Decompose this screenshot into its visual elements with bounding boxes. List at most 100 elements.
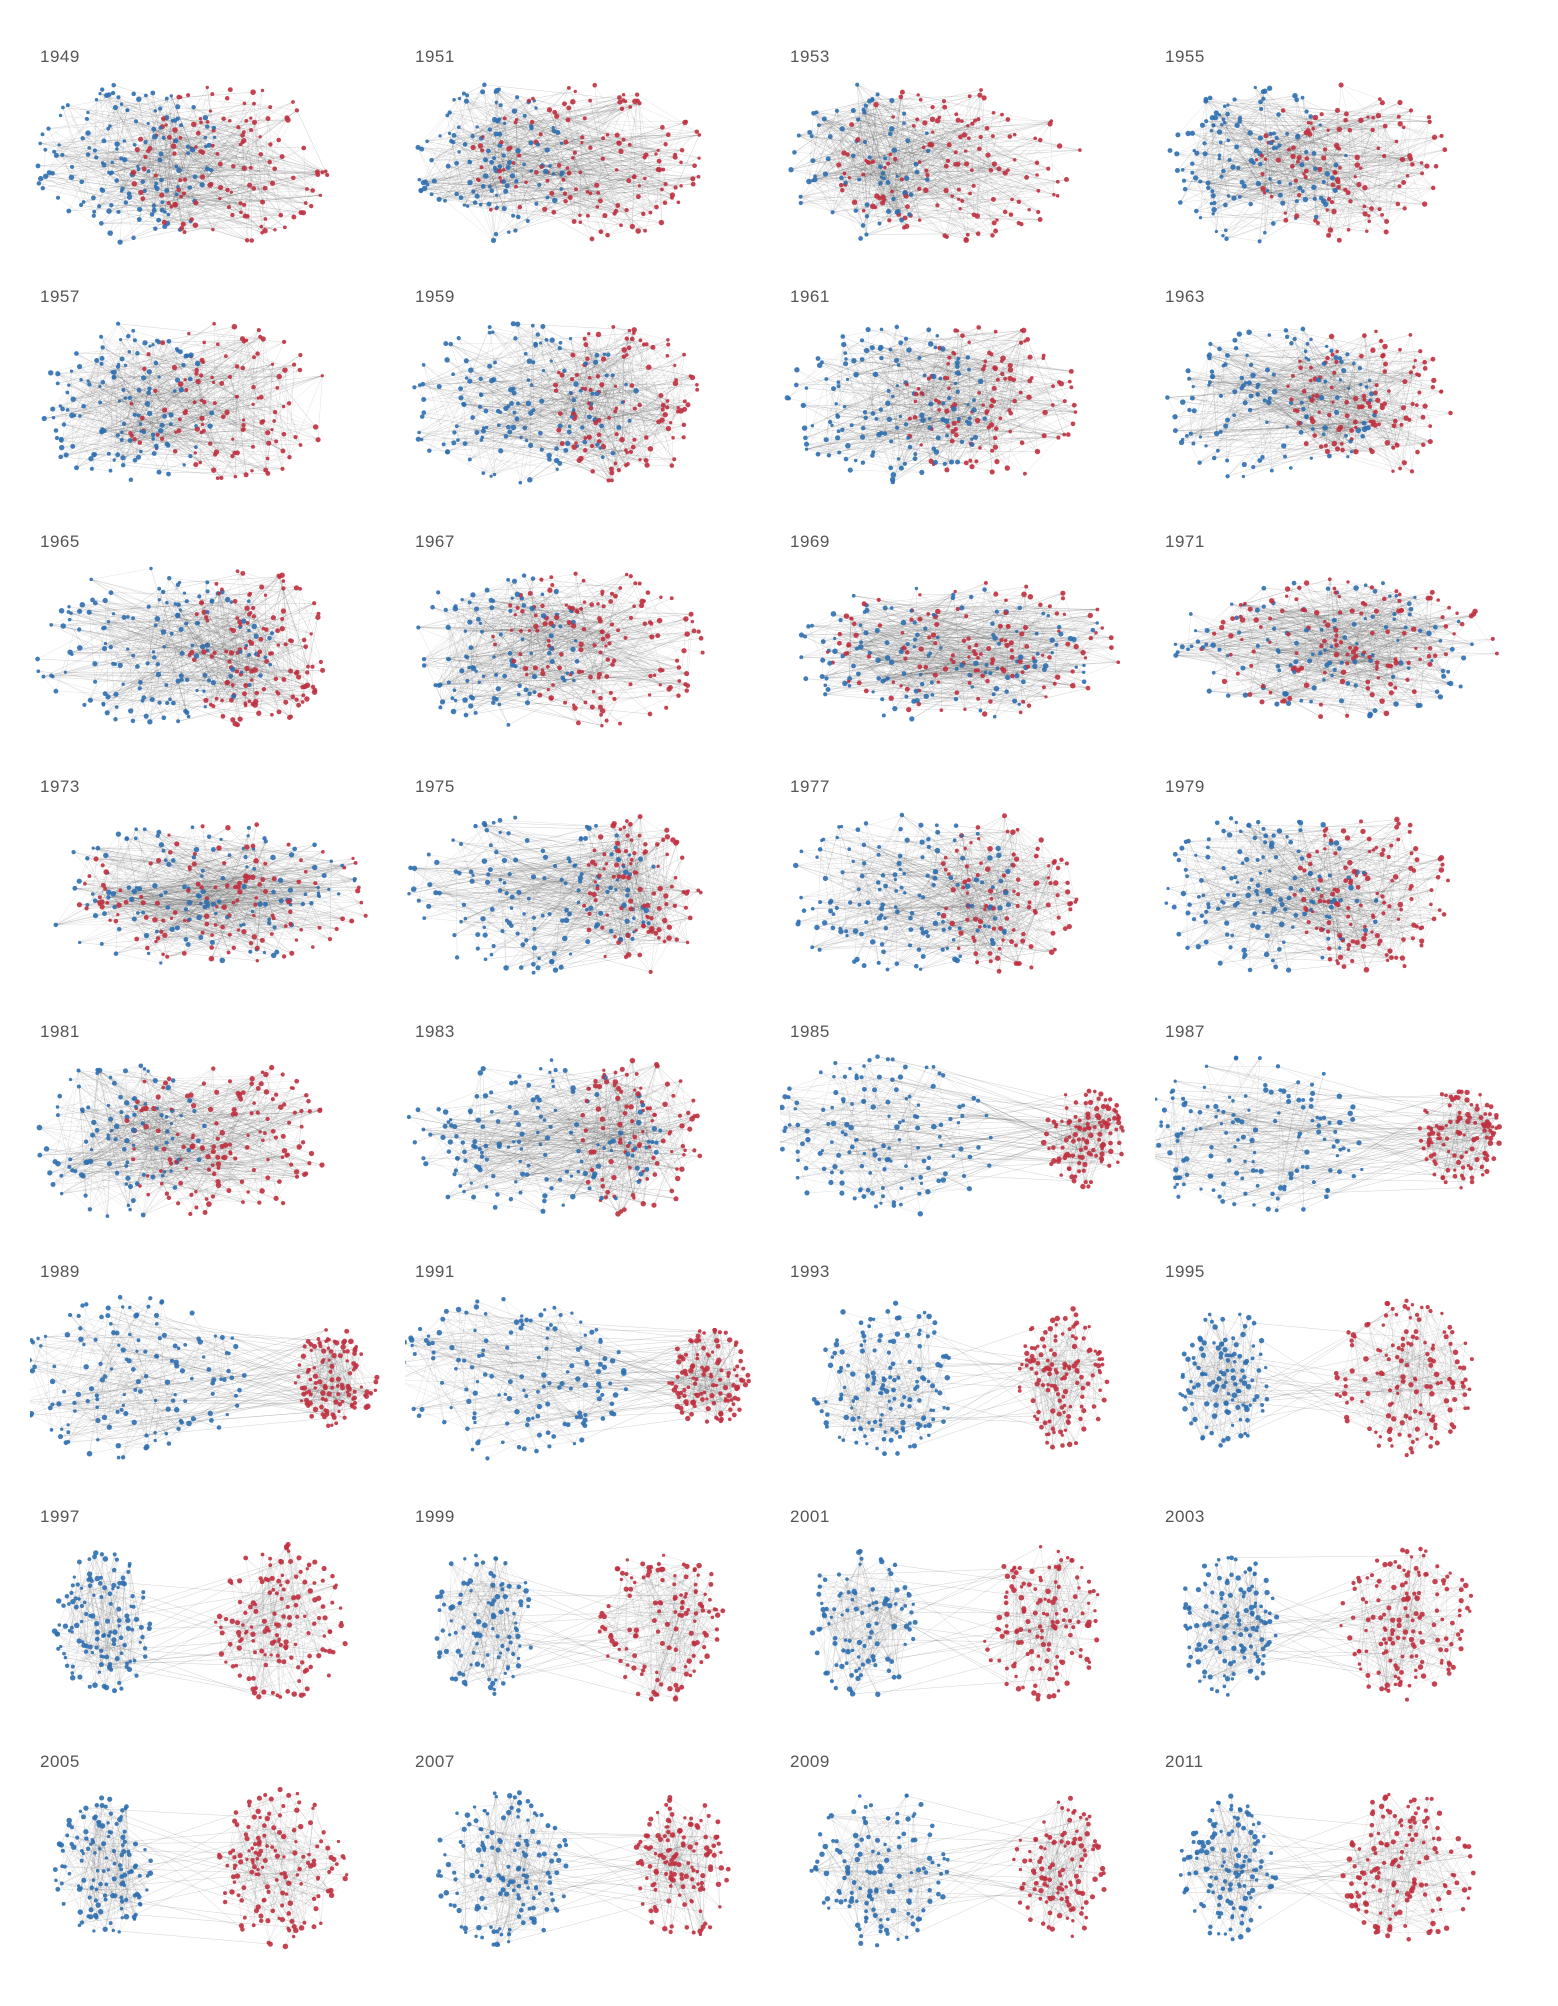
democrat-node [109, 1128, 114, 1133]
republican-node [1370, 127, 1375, 133]
republican-node [603, 1079, 610, 1085]
democrat-node [1199, 913, 1204, 918]
democrat-node [853, 208, 859, 213]
republican-node [209, 945, 215, 950]
republican-node [211, 227, 215, 232]
democrat-node [1281, 443, 1287, 449]
democrat-node [189, 146, 196, 153]
republican-node [1348, 645, 1352, 650]
democrat-node [587, 1186, 592, 1191]
republican-node [602, 1068, 606, 1072]
democrat-node [508, 387, 514, 393]
democrat-node [803, 435, 808, 441]
democrat-node [618, 936, 624, 942]
republican-node [1350, 959, 1355, 964]
republican-node [258, 636, 264, 642]
democrat-node [1187, 407, 1192, 413]
republican-node [1343, 117, 1348, 123]
republican-node [251, 614, 257, 619]
republican-node [596, 417, 602, 423]
network-graph [793, 812, 1079, 974]
republican-node [251, 1168, 256, 1173]
democrat-node [497, 817, 503, 823]
republican-node [648, 210, 653, 215]
democrat-node [59, 1173, 64, 1178]
democrat-node [481, 674, 486, 678]
democrat-node [579, 1159, 584, 1164]
republican-node [966, 878, 971, 883]
democrat-node [483, 408, 489, 414]
republican-node [967, 136, 971, 141]
democrat-node [921, 1158, 927, 1164]
democrat-node [251, 623, 257, 630]
republican-node [1018, 340, 1024, 345]
democrat-node [426, 903, 432, 909]
democrat-node [592, 1174, 597, 1179]
republican-node [281, 404, 286, 409]
republican-node [198, 116, 203, 121]
democrat-node [43, 147, 48, 152]
republican-node [280, 1072, 285, 1077]
republican-node [934, 398, 938, 403]
democrat-node [149, 212, 155, 217]
democrat-node [918, 822, 924, 828]
republican-node [576, 669, 582, 675]
republican-node [1326, 920, 1332, 926]
republican-node [1017, 961, 1022, 966]
democrat-node [1225, 932, 1230, 937]
democrat-node [150, 432, 156, 438]
democrat-node [174, 925, 180, 931]
democrat-node [106, 1136, 111, 1141]
republican-node [1014, 943, 1018, 948]
democrat-node [830, 1105, 834, 1110]
democrat-node [103, 641, 108, 646]
democrat-node [63, 670, 67, 674]
democrat-node [77, 627, 82, 632]
democrat-node [174, 377, 181, 383]
democrat-node [1236, 165, 1241, 171]
republican-node [670, 195, 674, 200]
democrat-node [548, 164, 552, 168]
democrat-node [481, 471, 486, 475]
democrat-node [547, 912, 552, 917]
democrat-node [79, 602, 86, 608]
republican-node [1439, 389, 1444, 394]
democrat-node [1194, 853, 1198, 857]
republican-node [240, 427, 246, 432]
democrat-node [579, 872, 584, 877]
democrat-node [951, 406, 957, 412]
republican-node [640, 1200, 647, 1207]
democrat-node [446, 680, 451, 685]
democrat-node [870, 1190, 875, 1196]
republican-node [1427, 439, 1433, 445]
republican-node [553, 382, 559, 388]
democrat-node [584, 824, 589, 829]
republican-node [977, 92, 983, 98]
democrat-node [899, 885, 904, 890]
democrat-node [1310, 652, 1315, 657]
democrat-node [116, 926, 122, 932]
republican-node [679, 184, 683, 188]
republican-node [906, 706, 912, 713]
republican-node [1292, 892, 1297, 897]
democrat-node [821, 116, 827, 122]
within-party-edges [408, 1060, 700, 1214]
democrat-node [1226, 103, 1230, 107]
republican-node [632, 870, 638, 875]
democrat-node [460, 1140, 465, 1145]
democrat-node [1172, 428, 1178, 434]
democrat-node [904, 1164, 908, 1168]
republican-node [294, 938, 299, 942]
democrat-node [533, 341, 538, 347]
democrat-node [904, 1096, 909, 1101]
democrat-node [1221, 117, 1226, 122]
republican-node [283, 699, 289, 705]
republican-node [637, 581, 642, 586]
republican-node [234, 669, 240, 674]
democrat-node [836, 384, 841, 389]
democrat-node [1299, 856, 1305, 861]
democrat-node [898, 340, 904, 346]
republican-node [1228, 652, 1233, 657]
republican-node [1437, 856, 1443, 862]
